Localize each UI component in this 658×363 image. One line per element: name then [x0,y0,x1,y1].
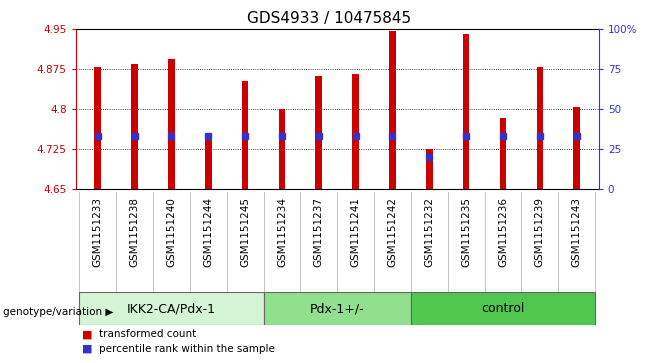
Bar [411,292,595,325]
Text: GSM1151244: GSM1151244 [203,197,213,268]
Bar [389,30,396,189]
Text: GSM1151243: GSM1151243 [572,197,582,268]
Bar [264,292,411,325]
Text: GSM1151232: GSM1151232 [424,197,434,268]
Text: genotype/variation ▶: genotype/variation ▶ [3,307,114,317]
Bar [241,81,249,189]
Text: GSM1151238: GSM1151238 [130,197,139,268]
Bar [536,68,543,189]
Text: control: control [481,302,524,315]
Text: ■: ■ [82,329,93,339]
Bar [168,60,175,189]
Bar [499,118,506,189]
Bar [132,64,138,189]
Text: GSM1151234: GSM1151234 [277,197,287,268]
Text: transformed count: transformed count [99,329,196,339]
Text: GSM1151233: GSM1151233 [93,197,103,268]
Text: GSM1151235: GSM1151235 [461,197,471,268]
Bar [426,149,433,189]
Text: GSM1151242: GSM1151242 [388,197,397,268]
Text: Pdx-1+/-: Pdx-1+/- [310,302,365,315]
Bar [463,34,469,189]
Bar [205,140,212,189]
Text: GSM1151237: GSM1151237 [314,197,324,268]
Bar [278,109,286,189]
Text: GSM1151239: GSM1151239 [535,197,545,268]
Bar [573,107,580,189]
Text: GSM1151240: GSM1151240 [166,197,176,267]
Text: percentile rank within the sample: percentile rank within the sample [99,344,274,354]
Text: GSM1151236: GSM1151236 [498,197,508,268]
Text: GSM1151241: GSM1151241 [351,197,361,268]
Bar [315,76,322,189]
Bar [352,74,359,189]
Bar [95,68,101,189]
Text: GSM1151245: GSM1151245 [240,197,250,268]
Text: ■: ■ [82,344,93,354]
Text: IKK2-CA/Pdx-1: IKK2-CA/Pdx-1 [127,302,216,315]
Text: GDS4933 / 10475845: GDS4933 / 10475845 [247,11,411,26]
Bar [80,292,264,325]
